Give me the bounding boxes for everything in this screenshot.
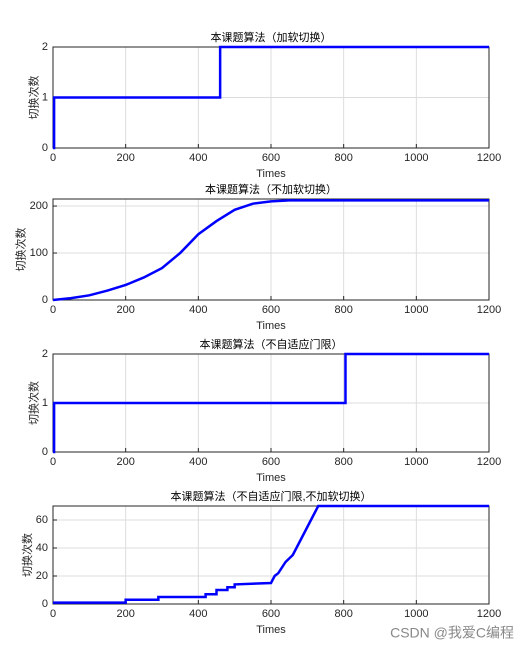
watermark: CSDN @我爱C编程 bbox=[390, 625, 514, 641]
data-line bbox=[52, 199, 489, 302]
x-axis-label: Times bbox=[256, 624, 286, 636]
y-tick-label: 200 bbox=[30, 200, 48, 212]
x-tick-label: 1200 bbox=[477, 608, 501, 620]
y-tick-label: 2 bbox=[42, 348, 48, 360]
x-tick-label: 1200 bbox=[477, 304, 501, 316]
x-axis-label: Times bbox=[256, 320, 286, 332]
y-axis-label: 切换次数 bbox=[26, 381, 40, 425]
x-tick-label: 600 bbox=[262, 152, 280, 164]
y-tick-label: 40 bbox=[36, 542, 48, 554]
y-axis-label: 切换次数 bbox=[20, 533, 34, 577]
x-axis-label: Times bbox=[256, 472, 286, 484]
x-tick-label: 200 bbox=[116, 608, 134, 620]
chart-title: 本课题算法（不自适应门限） bbox=[200, 337, 343, 351]
x-tick-label: 400 bbox=[189, 304, 207, 316]
x-tick-label: 0 bbox=[50, 456, 56, 468]
x-tick-label: 400 bbox=[189, 152, 207, 164]
x-tick-label: 200 bbox=[116, 304, 134, 316]
x-tick-label: 200 bbox=[116, 152, 134, 164]
x-tick-label: 1000 bbox=[404, 456, 428, 468]
x-tick-label: 800 bbox=[334, 304, 352, 316]
x-tick-label: 600 bbox=[262, 608, 280, 620]
x-tick-label: 400 bbox=[189, 456, 207, 468]
data-line bbox=[52, 352, 489, 454]
x-tick-label: 1000 bbox=[404, 304, 428, 316]
x-tick-label: 1000 bbox=[404, 608, 428, 620]
x-tick-label: 0 bbox=[50, 152, 56, 164]
y-tick-label: 0 bbox=[42, 142, 48, 154]
y-tick-label: 2 bbox=[42, 41, 48, 53]
x-tick-label: 600 bbox=[262, 456, 280, 468]
y-axis-label: 切换次数 bbox=[13, 228, 27, 272]
x-tick-label: 800 bbox=[334, 608, 352, 620]
data-line bbox=[53, 504, 489, 604]
x-tick-label: 200 bbox=[116, 456, 134, 468]
x-tick-label: 1000 bbox=[404, 152, 428, 164]
x-tick-label: 0 bbox=[50, 304, 56, 316]
y-tick-label: 0 bbox=[42, 598, 48, 610]
y-tick-label: 0 bbox=[42, 294, 48, 306]
x-tick-label: 1200 bbox=[477, 456, 501, 468]
x-tick-label: 800 bbox=[334, 152, 352, 164]
x-tick-label: 600 bbox=[262, 304, 280, 316]
y-tick-label: 20 bbox=[36, 570, 48, 582]
chart-title: 本课题算法（不加软切换） bbox=[205, 182, 337, 196]
y-tick-label: 1 bbox=[42, 397, 48, 409]
y-axis-label: 切换次数 bbox=[26, 76, 40, 120]
y-tick-label: 1 bbox=[42, 91, 48, 103]
data-line bbox=[52, 45, 489, 150]
axes-box bbox=[52, 505, 490, 605]
chart-title: 本课题算法（加软切换） bbox=[211, 30, 332, 44]
y-tick-label: 0 bbox=[42, 446, 48, 458]
chart-title: 本课题算法（不自适应门限,不加软切换） bbox=[170, 489, 371, 503]
x-tick-label: 800 bbox=[334, 456, 352, 468]
x-axis-label: Times bbox=[256, 168, 286, 180]
x-tick-label: 400 bbox=[189, 608, 207, 620]
x-tick-label: 1200 bbox=[477, 152, 501, 164]
x-tick-label: 0 bbox=[50, 608, 56, 620]
y-tick-label: 60 bbox=[36, 514, 48, 526]
y-tick-label: 100 bbox=[30, 247, 48, 259]
axes-box bbox=[52, 198, 490, 301]
